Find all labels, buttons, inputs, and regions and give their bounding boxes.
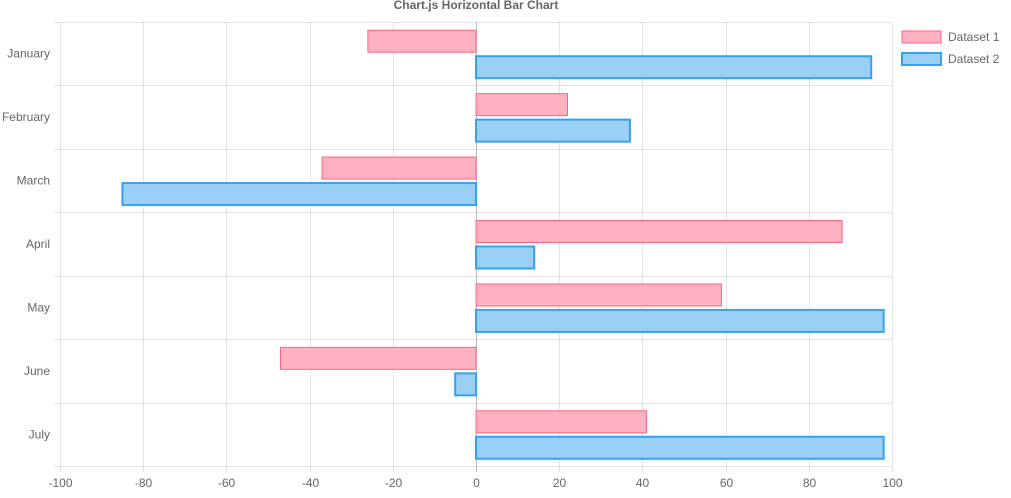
x-tick-label: -40 [302, 476, 320, 490]
y-tick-label: February [2, 110, 50, 124]
bar-2-april[interactable] [475, 245, 536, 270]
x-tick-label: 0 [473, 476, 480, 490]
y-tick-label: January [7, 47, 50, 61]
bar-1-february[interactable] [475, 93, 569, 117]
x-tick-label: 40 [636, 476, 650, 490]
bar-2-june[interactable] [454, 372, 478, 397]
x-tick-label: 20 [553, 476, 567, 490]
x-tick-label: -80 [135, 476, 153, 490]
axes: -100 -80 -60 -40 -20 0 20 40 60 80 100 January Febru… [2, 47, 903, 490]
chart-title: Chart.js Horizontal Bar Chart [394, 0, 559, 12]
y-tick-label: March [17, 174, 50, 188]
bar-1-may[interactable] [475, 283, 722, 307]
legend-swatch [901, 30, 942, 44]
x-tick-label: 60 [720, 476, 734, 490]
bar-2-march[interactable] [121, 182, 478, 207]
x-tick-label: 80 [803, 476, 817, 490]
y-tick-label: June [24, 364, 50, 378]
bar-1-june[interactable] [279, 346, 477, 370]
bar-1-april[interactable] [475, 220, 843, 243]
bar-1-march[interactable] [321, 156, 477, 180]
legend[interactable]: Dataset 1 Dataset 2 [901, 30, 1000, 66]
x-tick-label: -20 [385, 476, 403, 490]
bar-2-february[interactable] [475, 118, 631, 143]
bars [121, 29, 885, 460]
legend-item-dataset-1[interactable]: Dataset 1 [901, 30, 1000, 44]
bar-2-may[interactable] [475, 308, 885, 333]
grid-lines [54, 22, 893, 472]
bar-2-january[interactable] [475, 55, 873, 80]
bar-1-july[interactable] [475, 410, 648, 434]
legend-label: Dataset 2 [948, 52, 1000, 66]
legend-item-dataset-2[interactable]: Dataset 2 [901, 52, 1000, 66]
x-tick-label: 100 [882, 476, 902, 490]
y-tick-label: April [26, 237, 50, 251]
x-tick-label: -100 [48, 476, 72, 490]
bar-2-july[interactable] [475, 435, 885, 460]
x-tick-label: -60 [218, 476, 236, 490]
bar-1-january[interactable] [367, 29, 477, 53]
legend-swatch [901, 52, 942, 66]
legend-label: Dataset 1 [948, 30, 1000, 44]
y-tick-label: May [27, 300, 50, 314]
y-tick-label: July [29, 427, 50, 441]
